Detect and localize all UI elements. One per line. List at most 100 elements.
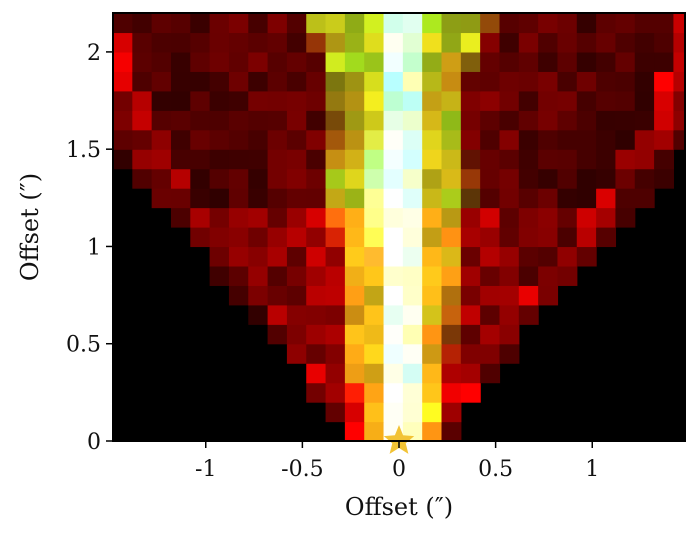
heatmap-cell [557,246,578,267]
heatmap-cell [654,71,674,92]
heatmap-cell [576,110,597,131]
heatmap-cell [209,207,230,228]
heatmap-cell [267,227,288,248]
heatmap-cell [499,246,520,267]
heatmap-cell [557,71,578,92]
heatmap-cell [518,13,539,34]
heatmap-cell [209,32,230,53]
heatmap-cell [441,324,462,345]
heatmap-cell [402,71,423,92]
y-tick-label: 0 [87,430,101,455]
heatmap-cell [170,207,191,228]
heatmap-cell [151,168,172,189]
heatmap-cell [557,13,578,34]
heatmap-cell [654,13,674,34]
heatmap-cell [576,188,597,209]
heatmap-cell [654,32,674,53]
heatmap-cell [306,32,327,53]
heatmap-cell [306,246,327,267]
heatmap-cell [364,90,385,111]
heatmap-cell [170,90,191,111]
heatmap-cell [383,246,404,267]
heatmap-cell [228,265,249,286]
heatmap-cell [267,13,288,34]
heatmap-cell [248,304,269,325]
heatmap-cell [306,149,327,170]
x-axis: -1 -0.5 0 0.5 1 [195,441,599,482]
heatmap-cell [325,149,346,170]
heatmap-cell [344,324,365,345]
heatmap-cell [190,168,211,189]
heatmap-cell [538,168,559,189]
heatmap-cell [209,265,230,286]
heatmap-cell [364,168,385,189]
heatmap-cell [383,207,404,228]
heatmap-cell [190,207,211,228]
heatmap-cell [132,13,153,34]
heatmap-cell [441,149,462,170]
heatmap-cell [441,90,462,111]
heatmap-cell [480,304,501,325]
heatmap-cell [228,188,249,209]
heatmap-cell [576,13,597,34]
heatmap-cell [325,32,346,53]
marker-layer [383,425,415,454]
heatmap-cell [460,304,481,325]
heatmap-cell [673,90,686,111]
heatmap-cell [306,265,327,286]
heatmap-cell [325,71,346,92]
heatmap-cell [402,51,423,72]
heatmap-cell [267,129,288,150]
heatmap-cell [344,129,365,150]
heatmap-cell [673,13,686,34]
heatmap-cell [383,188,404,209]
heatmap-cell [344,149,365,170]
heatmap-cell [499,110,520,131]
heatmap-cell [325,382,346,403]
heatmap-cell [151,32,172,53]
heatmap-cell [460,265,481,286]
heatmap-cell [267,110,288,131]
heatmap-cell [441,402,462,423]
heatmap-cell [654,129,674,150]
heatmap-cell [325,13,346,34]
heatmap-cell [596,207,617,228]
heatmap-cell [402,90,423,111]
heatmap-cell [460,324,481,345]
heatmap-cell [113,71,133,92]
heatmap-cell [113,129,133,150]
heatmap-cell [248,188,269,209]
heatmap-cell [190,129,211,150]
heatmap-cell [402,265,423,286]
heatmap-cell [615,13,636,34]
heatmap-cell [460,168,481,189]
heatmap-cell [615,149,636,170]
x-axis-title: Offset (″) [345,493,453,521]
heatmap-cell [422,110,443,131]
heatmap-cell [267,149,288,170]
heatmap-cell [209,71,230,92]
heatmap-cell [460,246,481,267]
heatmap-cell [634,90,655,111]
heatmap-cell [499,188,520,209]
heatmap-cell [344,246,365,267]
heatmap-cell [460,285,481,306]
heatmap-cell [151,13,172,34]
heatmap-cell [538,285,559,306]
y-tick-label: 0.5 [66,333,101,358]
heatmap-cell [344,90,365,111]
heatmap-cell [518,227,539,248]
heatmap-cells [113,13,686,442]
heatmap-cell [383,110,404,131]
heatmap-cell [344,363,365,384]
heatmap-cell [422,51,443,72]
heatmap-cell [480,207,501,228]
heatmap-cell [673,71,686,92]
heatmap-cell [480,149,501,170]
heatmap-cell [364,363,385,384]
heatmap-cell [286,168,307,189]
heatmap-cell [209,51,230,72]
heatmap-cell [402,285,423,306]
heatmap-cell [596,13,617,34]
heatmap-cell [286,227,307,248]
